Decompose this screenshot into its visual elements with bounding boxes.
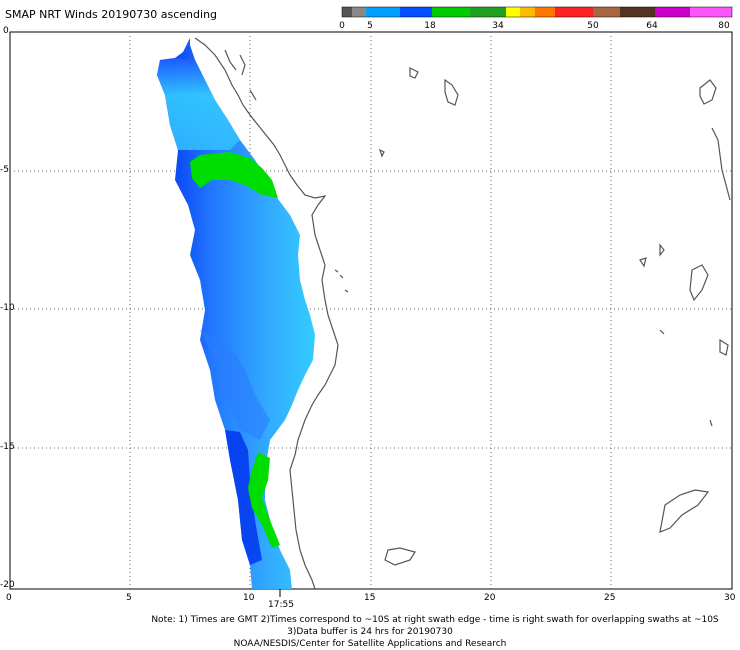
y-tick-neg10: -10: [0, 303, 15, 313]
graticule: [10, 32, 732, 589]
legend-swatch: [352, 7, 366, 17]
legend-swatch: [520, 7, 535, 17]
legend-swatch: [555, 7, 593, 17]
legend-swatch: [400, 7, 432, 17]
legend-swatch: [535, 7, 555, 17]
x-tick-0: 0: [6, 593, 12, 603]
coastline: [194, 37, 731, 590]
legend-swatch: [470, 7, 506, 17]
swath-time-label: 17:55: [268, 600, 294, 610]
legend-label: 34: [492, 21, 504, 31]
legend-swatch: [655, 7, 690, 17]
x-tick-15: 15: [364, 593, 376, 603]
note-line-3: NOAA/NESDIS/Center for Satellite Applica…: [233, 639, 507, 649]
legend-label: 50: [587, 21, 599, 31]
legend-swatch: [620, 7, 655, 17]
legend-swatch: [432, 7, 470, 17]
x-tick-30: 30: [724, 593, 736, 603]
legend-colorbar: [341, 6, 733, 18]
legend-swatch: [366, 7, 400, 17]
legend-swatch: [342, 7, 352, 17]
x-tick-5: 5: [126, 593, 132, 603]
legend-label: 18: [424, 21, 436, 31]
y-tick-neg5: -5: [0, 165, 9, 175]
legend-label: 64: [646, 21, 658, 31]
y-tick-0: 0: [3, 26, 9, 36]
x-tick-25: 25: [604, 593, 616, 603]
note-line-1: Note: 1) Times are GMT 2)Times correspon…: [151, 615, 719, 625]
map-frame: [9, 31, 733, 590]
legend-swatch: [690, 7, 732, 17]
y-tick-neg15: -15: [0, 442, 15, 452]
wind-swath: [157, 38, 315, 589]
x-tick-20: 20: [484, 593, 496, 603]
legend-swatch: [593, 7, 620, 17]
legend-swatch: [506, 7, 520, 17]
legend-label: 80: [718, 21, 730, 31]
legend-label: 5: [367, 21, 373, 31]
y-tick-neg20: -20: [0, 580, 15, 590]
x-tick-10: 10: [243, 593, 255, 603]
map-title: SMAP NRT Winds 20190730 ascending: [5, 8, 218, 21]
legend-label: 0: [339, 21, 345, 31]
note-line-2: 3)Data buffer is 24 hrs for 20190730: [287, 627, 453, 637]
